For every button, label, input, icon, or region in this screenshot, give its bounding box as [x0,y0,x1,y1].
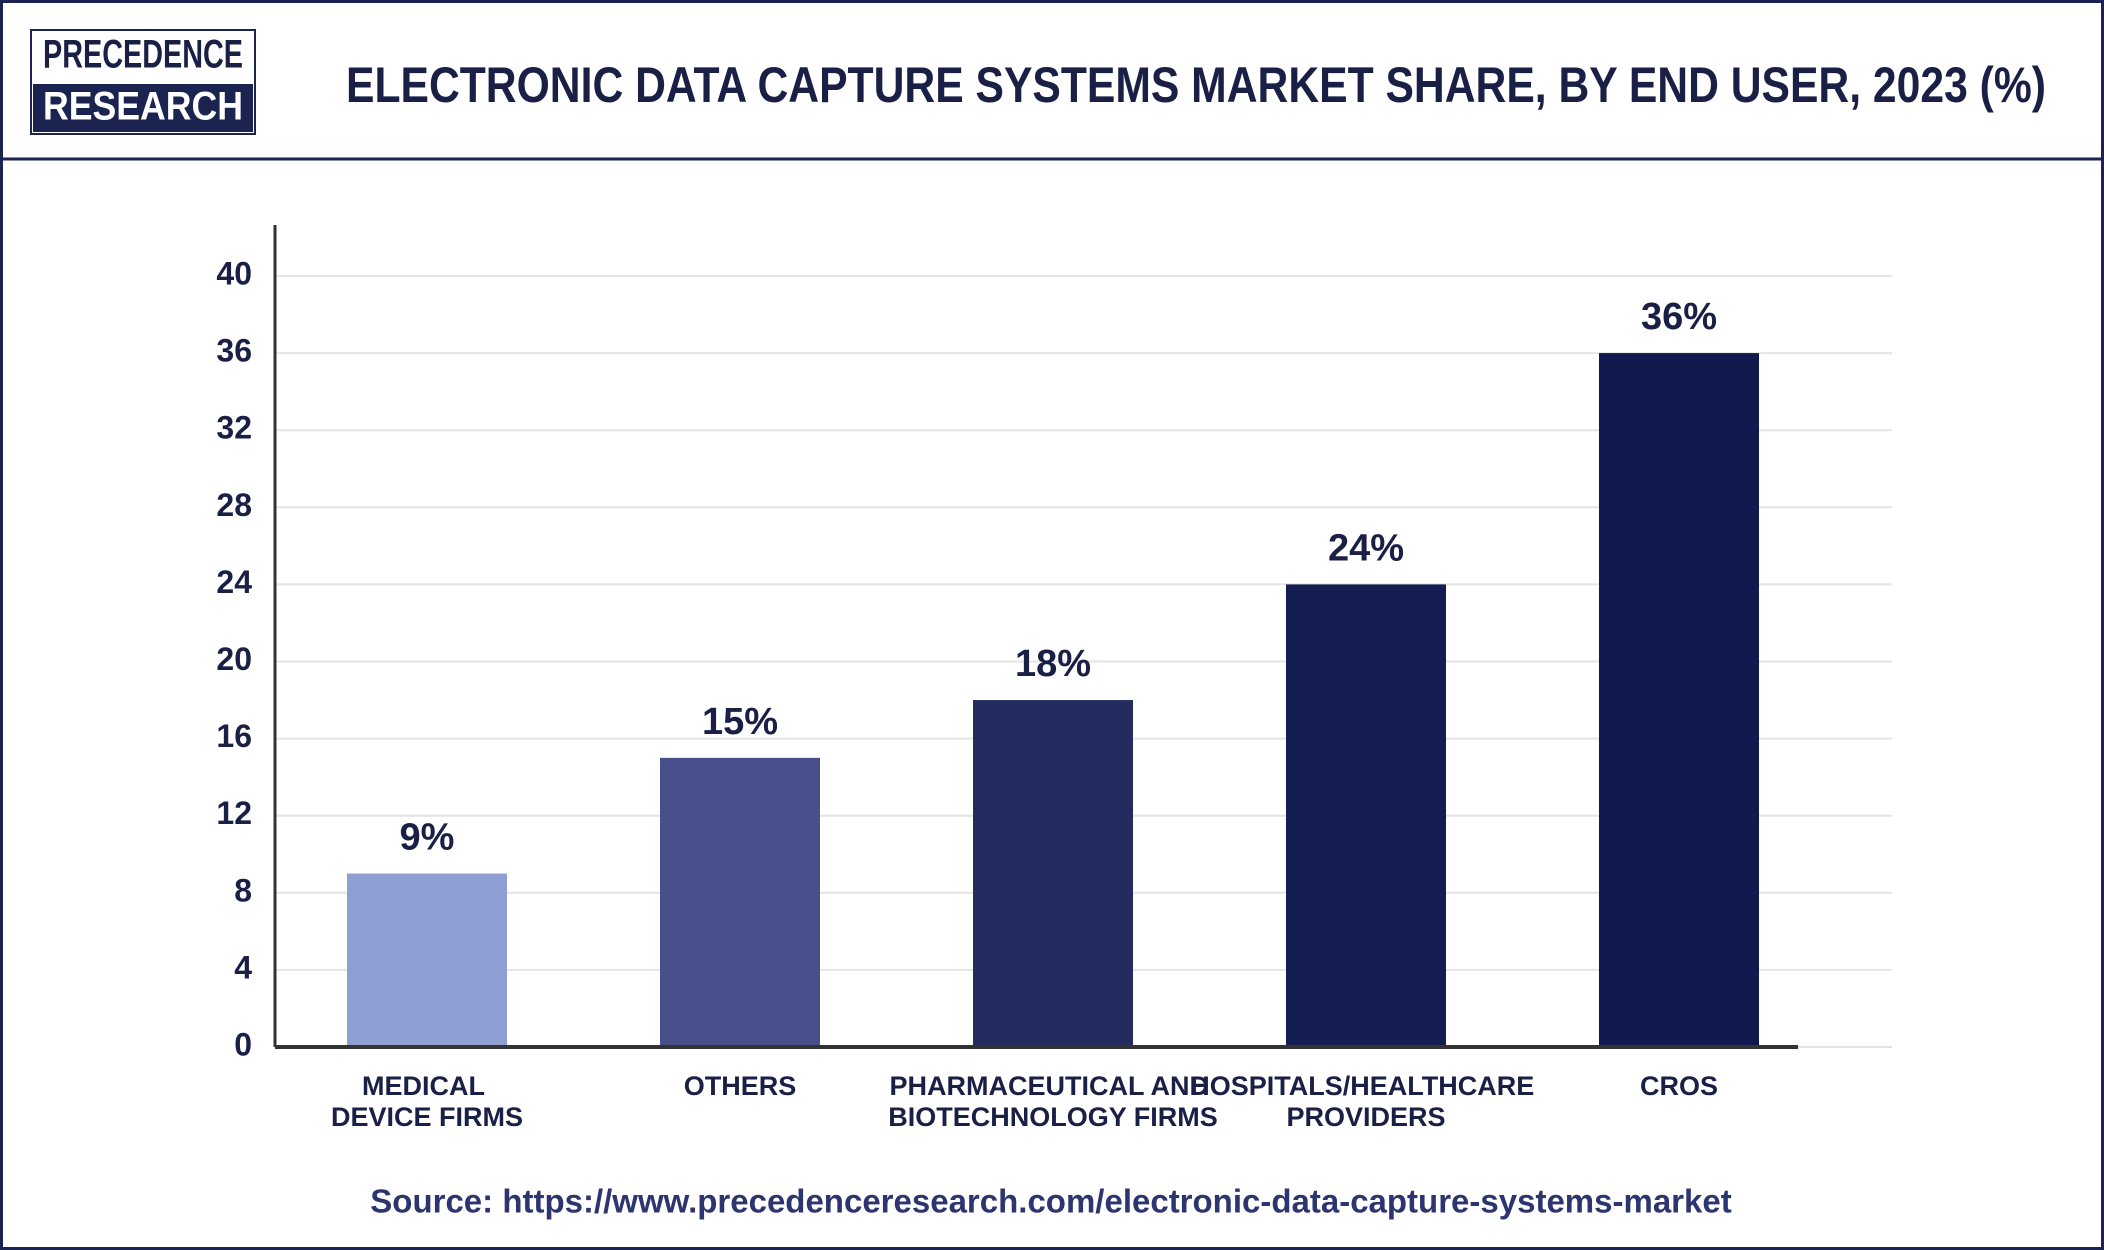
source: Source: https://www.precedenceresearch.c… [370,1183,1731,1220]
x-tick-label: HOSPITALS/HEALTHCARE PROVIDERS [1190,1071,1542,1132]
chart-title: ELECTRONIC DATA CAPTURE SYSTEMS MARKET S… [346,57,2046,113]
bar [973,700,1133,1047]
y-tick-label: 40 [216,255,252,291]
value-label: 18% [1015,643,1091,685]
y-tick-label: 16 [216,718,252,754]
value-label: 15% [702,701,778,743]
x-tick-label: CROS [1640,1071,1718,1101]
y-tick-label: 0 [234,1026,252,1062]
y-tick-label: 20 [216,641,252,677]
bar [347,873,507,1047]
value-label: 24% [1328,527,1404,569]
bar [1599,353,1759,1048]
value-label: 9% [400,817,455,859]
x-tick-label: PHARMACEUTICAL AND BIOTECHNOLOGY FIRMS [888,1071,1218,1132]
bar [1286,584,1446,1047]
bar [660,757,820,1047]
y-tick-label: 4 [234,949,252,985]
logo-line: PRECEDENCE [43,33,243,77]
y-tick-label: 12 [216,795,252,831]
logo-line: RESEARCH [43,85,243,129]
y-tick-label: 24 [216,564,252,600]
x-tick-label: MEDICAL DEVICE FIRMS [331,1071,523,1132]
y-tick-label: 28 [216,487,252,523]
value-label: 36% [1641,296,1717,338]
y-tick-label: 36 [216,333,252,369]
x-tick-label: OTHERS [684,1071,797,1101]
y-tick-label: 8 [234,872,252,908]
y-tick-label: 32 [216,410,252,446]
logo-band [33,84,253,132]
